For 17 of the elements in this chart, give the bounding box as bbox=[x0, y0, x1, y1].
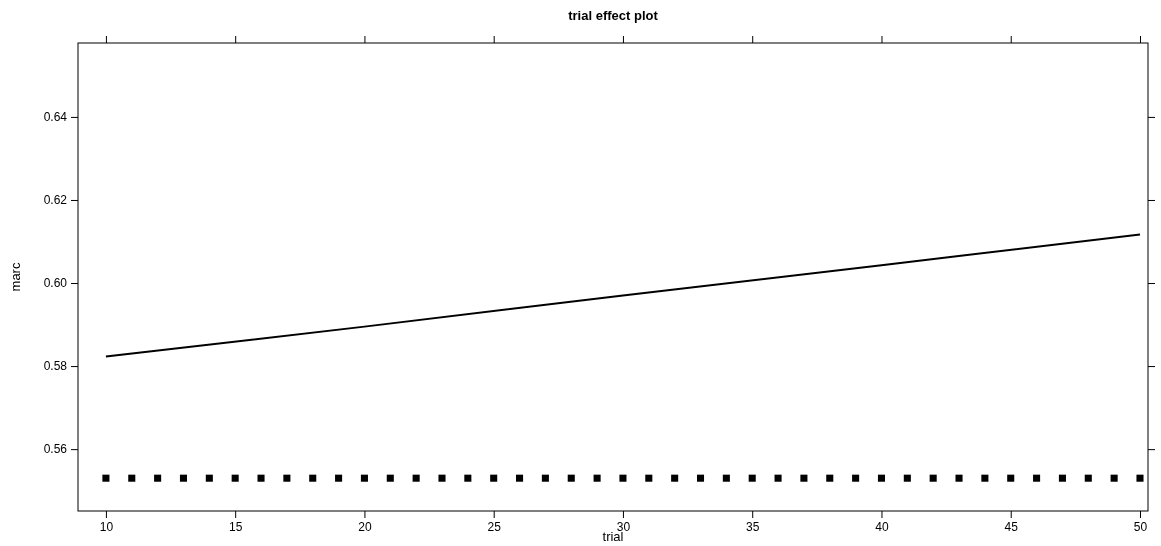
y-tick-label: 0.62 bbox=[43, 193, 68, 208]
x-tick-label: 20 bbox=[358, 519, 372, 534]
x-axis-title: trial bbox=[602, 529, 624, 544]
y-tick-label: 0.64 bbox=[43, 110, 68, 125]
x-tick-label: 25 bbox=[487, 519, 502, 534]
x-tick-label: 50 bbox=[1133, 519, 1148, 534]
line-series bbox=[104, 233, 1141, 358]
x-tick-label: 15 bbox=[229, 519, 243, 534]
y-axis-title: marc bbox=[8, 262, 23, 292]
chart-title: trial effect plot bbox=[568, 8, 659, 23]
x-tick-label: 40 bbox=[875, 519, 889, 534]
x-tick-label: 45 bbox=[1004, 519, 1019, 534]
x-tick-label: 35 bbox=[746, 519, 760, 534]
y-tick-label: 0.56 bbox=[43, 442, 68, 457]
x-tick-label: 10 bbox=[99, 519, 114, 534]
y-tick-label: 0.58 bbox=[43, 359, 68, 374]
y-tick-label: 0.60 bbox=[43, 276, 68, 291]
